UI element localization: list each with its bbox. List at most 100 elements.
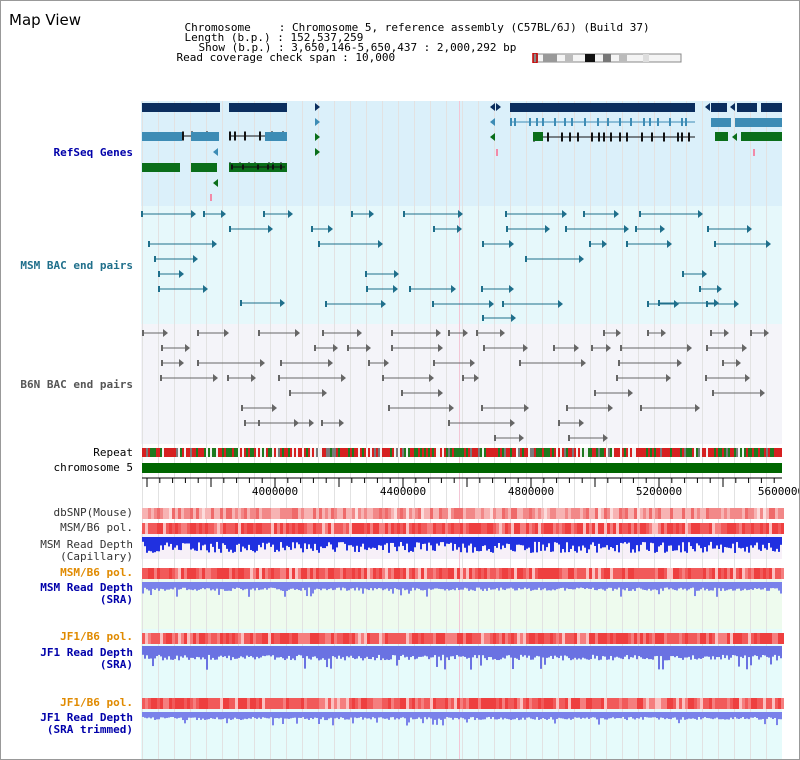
heat-cell — [367, 508, 370, 519]
repeat-mark — [144, 448, 146, 457]
depth-bar — [426, 537, 428, 551]
heat-cell — [160, 633, 163, 644]
depth-bar — [454, 646, 456, 660]
heat-cell — [571, 568, 574, 579]
depth-bar — [674, 712, 676, 718]
depth-bar — [676, 537, 678, 551]
heat-cell — [619, 523, 622, 534]
depth-bar — [158, 582, 160, 591]
b6n-bac-label[interactable]: B6N BAC end pairs — [20, 378, 133, 391]
depth-bar — [406, 582, 408, 590]
depth-bar — [244, 582, 246, 590]
depth-bar — [416, 582, 418, 589]
depth-bar — [444, 582, 446, 591]
heat-cell — [415, 568, 418, 579]
repeat-mark — [342, 448, 344, 457]
depth-bar — [448, 582, 450, 591]
heat-cell — [232, 568, 235, 579]
heat-cell — [589, 633, 592, 644]
bac-end — [432, 301, 434, 307]
depth-bar — [572, 582, 574, 590]
heat-cell — [550, 523, 553, 534]
heat-cell — [463, 568, 466, 579]
depth-bar — [694, 582, 696, 597]
heat-cell — [256, 508, 259, 519]
depth-bar — [336, 582, 338, 588]
depth-bar — [516, 712, 518, 718]
msm-bac-label[interactable]: MSM BAC end pairs — [20, 259, 133, 272]
heat-cell — [202, 508, 205, 519]
heat-cell — [358, 698, 361, 709]
repeat-mark — [290, 448, 292, 457]
heat-cell — [295, 508, 298, 519]
depth-bar — [636, 712, 638, 719]
heat-cell — [745, 568, 748, 579]
heat-cell — [652, 633, 655, 644]
depth-bar — [344, 646, 346, 661]
depth-bar — [152, 582, 154, 589]
heat-cell — [211, 698, 214, 709]
depth-bar — [598, 712, 600, 725]
depth-bar — [476, 712, 478, 719]
depth-bar — [272, 646, 274, 656]
depth-bar — [240, 712, 242, 721]
depth-bar — [666, 646, 668, 661]
gene-block — [229, 103, 287, 112]
heat-cell — [745, 633, 748, 644]
heat-cell — [607, 508, 610, 519]
heat-cell — [451, 633, 454, 644]
depth-bar — [464, 646, 466, 657]
chromosome-ideogram[interactable] — [531, 53, 683, 63]
heat-cell — [475, 508, 478, 519]
depth-bar — [186, 582, 188, 591]
repeat-mark — [316, 448, 318, 457]
depth-bar — [760, 646, 762, 658]
heat-cell — [235, 633, 238, 644]
depth-bar — [274, 646, 276, 660]
heat-cell — [433, 523, 436, 534]
heat-cell — [298, 523, 301, 534]
depth-bar — [292, 582, 294, 589]
depth-bar — [370, 712, 372, 720]
depth-bar — [594, 537, 596, 546]
depth-bar — [200, 582, 202, 590]
heat-cell — [238, 633, 241, 644]
depth-bar — [508, 582, 510, 589]
depth-bar — [600, 646, 602, 660]
repeat-mark — [218, 448, 220, 457]
depth-bar — [764, 712, 766, 725]
depth-bar — [288, 582, 290, 590]
depth-bar — [386, 537, 388, 544]
repeat-mark — [516, 448, 518, 457]
heat-cell — [226, 698, 229, 709]
exon — [603, 132, 605, 142]
heat-cell — [496, 523, 499, 534]
depth-bar — [222, 537, 224, 544]
refseq-label[interactable]: RefSeq Genes — [53, 146, 133, 159]
repeat-mark — [760, 448, 762, 457]
depth-bar — [588, 712, 590, 719]
depth-bar — [612, 646, 614, 661]
repeat-mark — [702, 448, 704, 457]
grid-line — [526, 101, 527, 759]
heat-cell — [766, 523, 769, 534]
depth-bar — [158, 712, 160, 720]
heat-cell — [247, 633, 250, 644]
heat-cell — [184, 523, 187, 534]
depth-bar — [234, 712, 236, 718]
depth-bar — [738, 537, 740, 548]
depth-bar — [778, 537, 780, 552]
depth-bar — [194, 537, 196, 551]
heat-cell — [568, 508, 571, 519]
repeat-mark — [704, 448, 706, 457]
heat-cell — [682, 508, 685, 519]
depth-bar — [160, 646, 162, 657]
depth-bar — [184, 712, 186, 724]
depth-bar — [436, 646, 438, 667]
depth-bar — [530, 582, 532, 591]
depth-bar — [618, 537, 620, 553]
depth-bar — [280, 537, 282, 543]
depth-bar — [666, 582, 668, 588]
depth-bar — [444, 537, 446, 547]
